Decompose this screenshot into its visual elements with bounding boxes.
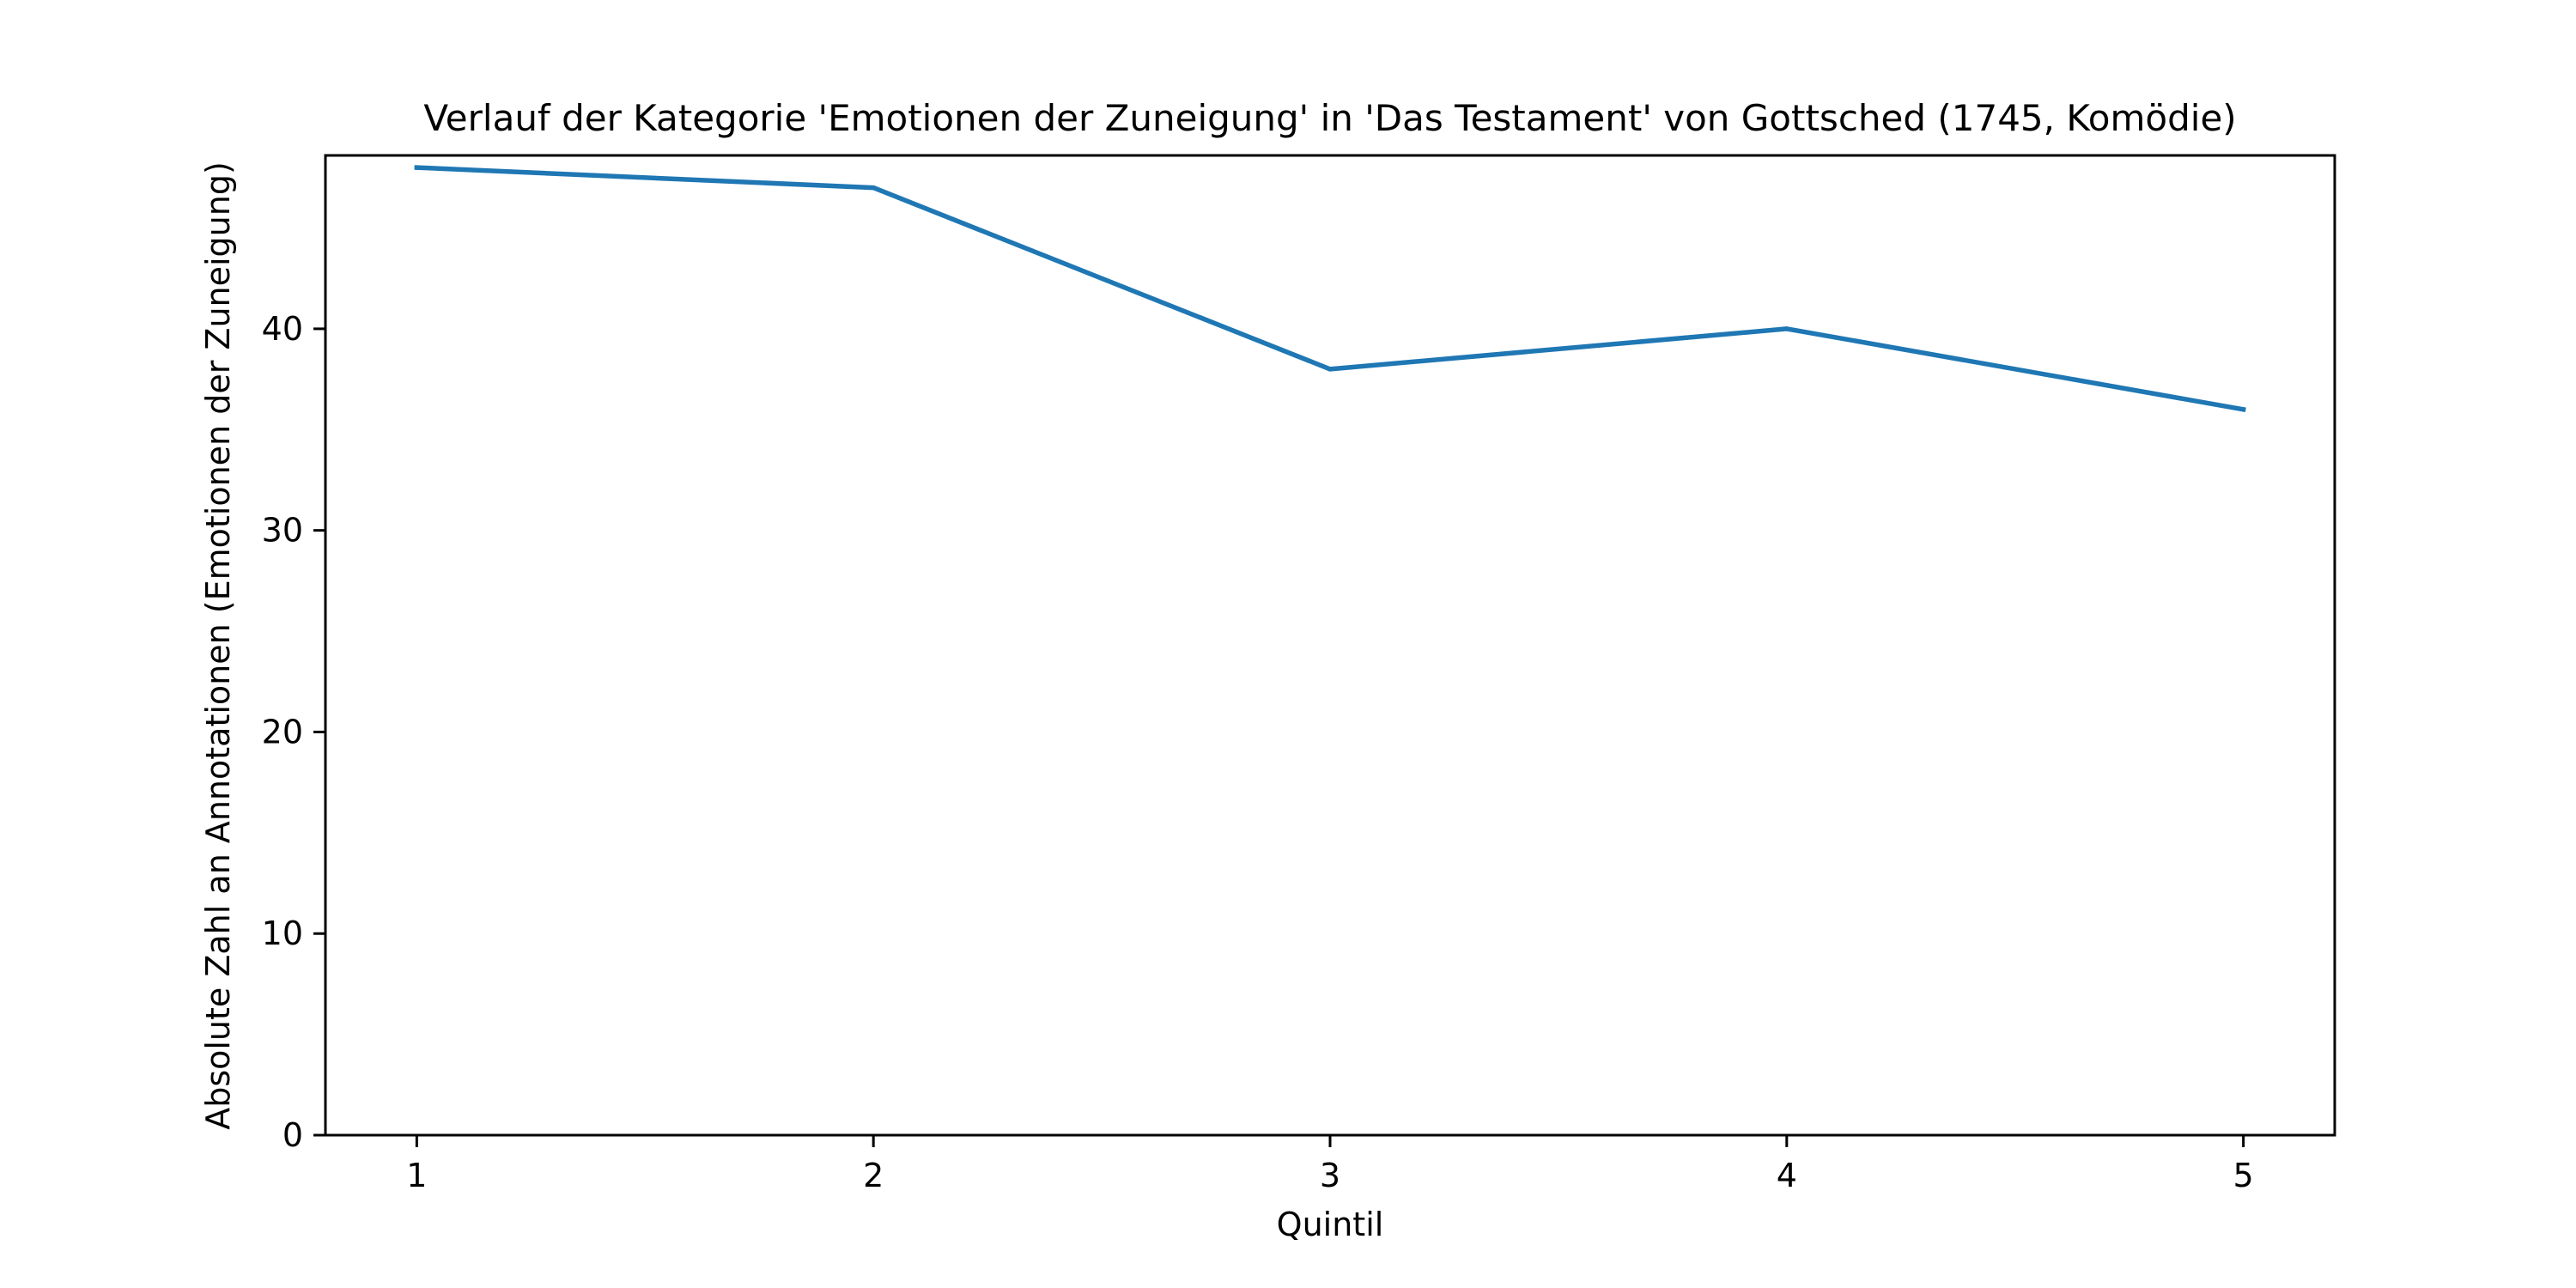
y-tick-label: 40 [262, 310, 303, 348]
x-axis-label: Quintil [1277, 1206, 1384, 1243]
data-point [871, 185, 876, 191]
y-axis: 0 10 20 30 40 [262, 310, 325, 1154]
x-tick-label: 2 [863, 1157, 884, 1194]
data-point [1327, 367, 1333, 372]
data-point [2240, 407, 2246, 412]
chart-title: Verlauf der Kategorie 'Emotionen der Zun… [423, 97, 2236, 139]
y-tick-label: 30 [262, 512, 303, 550]
y-tick-label: 20 [262, 713, 303, 750]
series-layer [414, 165, 2246, 412]
x-tick-label: 1 [406, 1157, 427, 1194]
x-tick-label: 5 [2233, 1157, 2254, 1194]
x-axis: 1 2 3 4 5 [406, 1135, 2254, 1194]
data-point [414, 165, 420, 170]
y-tick-label: 10 [262, 914, 303, 952]
x-tick-label: 3 [1320, 1157, 1340, 1194]
x-tick-label: 4 [1777, 1157, 1797, 1194]
data-point [1784, 326, 1789, 331]
y-axis-label: Absolute Zahl an Annotationen (Emotionen… [199, 161, 237, 1130]
y-tick-label: 0 [283, 1116, 303, 1154]
